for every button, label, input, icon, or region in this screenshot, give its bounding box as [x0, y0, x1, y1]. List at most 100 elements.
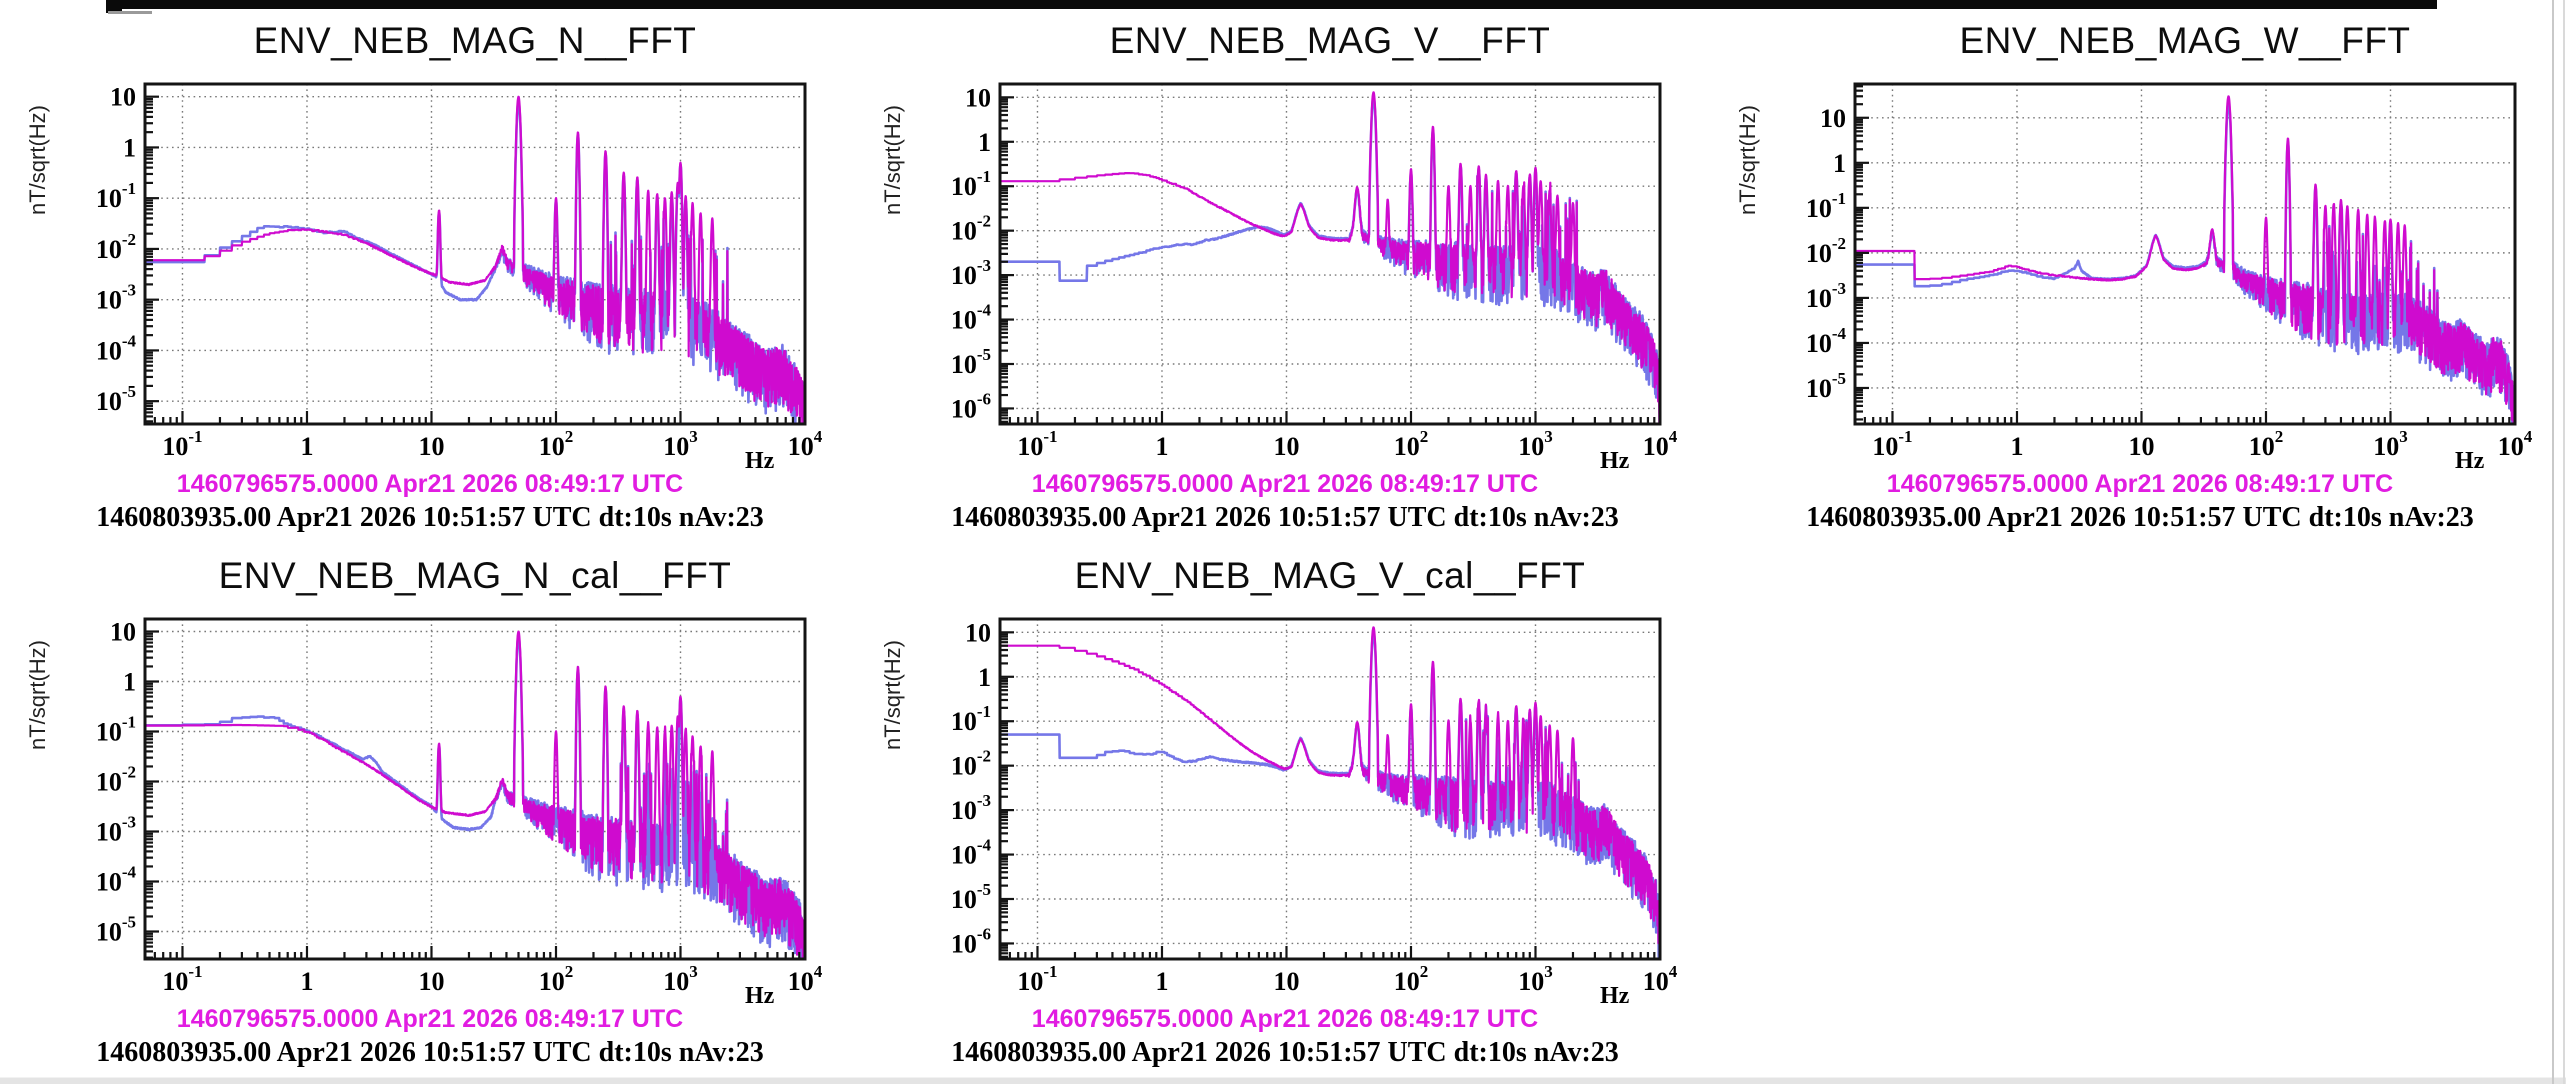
svg-text:10: 10	[418, 432, 444, 461]
svg-text:10-4: 10-4	[1806, 324, 1847, 358]
top-window-edge	[106, 0, 2437, 9]
spectrum-canvas: 10-1 1 10 102 103 104 10 1 10-1 10-2 10-3 10-4 10-5 1…	[951, 82, 1678, 461]
svg-text:10-5: 10-5	[96, 913, 136, 947]
plot-title: ENV_NEB_MAG_V_cal__FFT	[1074, 555, 1586, 596]
svg-text:1: 1	[978, 663, 991, 692]
fft-plot-env-neb-mag-v-cal: ENV_NEB_MAG_V_cal__FFT nT/sqrt(Hz) 10-1 1…	[855, 545, 1710, 1084]
right-window-edge-outer	[2563, 0, 2565, 1084]
svg-text:10-3: 10-3	[96, 281, 136, 315]
svg-text:103: 103	[1518, 427, 1553, 461]
svg-text:10-1: 10-1	[162, 962, 202, 996]
svg-text:104: 104	[788, 427, 823, 461]
svg-text:103: 103	[2373, 427, 2408, 461]
reference-time-label: 1460796575.0000 Apr21 2026 08:49:17 UTC	[1031, 1005, 1539, 1033]
x-axis-unit-label: Hz	[745, 983, 775, 1009]
svg-text:102: 102	[539, 427, 574, 461]
svg-text:10-2: 10-2	[96, 230, 136, 264]
fft-plot-env-neb-mag-w: ENV_NEB_MAG_W__FFT nT/sqrt(Hz) 10-1 1 10 10…	[1710, 10, 2565, 550]
svg-text:1: 1	[1155, 432, 1168, 461]
svg-text:10: 10	[965, 83, 991, 112]
svg-text:10-1: 10-1	[951, 167, 991, 201]
spectrum-canvas: 10-1 1 10 102 103 104 10 1 10-1 10-2 10-3 10-4 10-5	[96, 82, 823, 461]
svg-text:10-4: 10-4	[951, 836, 992, 870]
spectrum-canvas: 10-1 1 10 102 103 104 10 1 10-1 10-2 10-3 10-4 10-5	[96, 617, 823, 996]
current-time-status-label: 1460803935.00 Apr21 2026 10:51:57 UTC dt…	[96, 502, 764, 533]
fft-plot-env-neb-mag-n: ENV_NEB_MAG_N__FFT nT/sqrt(Hz) 10-1 1 10 10…	[0, 10, 855, 550]
svg-text:102: 102	[1394, 962, 1429, 996]
svg-text:103: 103	[663, 962, 698, 996]
svg-text:10-1: 10-1	[1872, 427, 1912, 461]
svg-text:10-2: 10-2	[96, 763, 136, 797]
svg-text:1: 1	[1155, 967, 1168, 996]
svg-text:10: 10	[2128, 432, 2154, 461]
svg-text:10-3: 10-3	[1806, 279, 1846, 313]
svg-text:10-5: 10-5	[96, 382, 136, 416]
svg-text:10-1: 10-1	[96, 179, 136, 213]
bottom-window-strip	[0, 1077, 2566, 1084]
svg-text:103: 103	[663, 427, 698, 461]
svg-text:10-2: 10-2	[951, 747, 991, 781]
fft-plot-env-neb-mag-v: ENV_NEB_MAG_V__FFT nT/sqrt(Hz) 10-1 1 10 10…	[855, 10, 1710, 550]
reference-time-label: 1460796575.0000 Apr21 2026 08:49:17 UTC	[176, 1005, 684, 1033]
svg-text:103: 103	[1518, 962, 1553, 996]
svg-text:10: 10	[1273, 967, 1299, 996]
svg-text:10-3: 10-3	[96, 813, 136, 847]
svg-text:10-3: 10-3	[951, 791, 991, 825]
x-axis-unit-label: Hz	[745, 448, 775, 474]
fft-plot-env-neb-mag-n-cal: ENV_NEB_MAG_N_cal__FFT nT/sqrt(Hz) 10-1 1…	[0, 545, 855, 1084]
svg-text:10-1: 10-1	[162, 427, 202, 461]
plot-title: ENV_NEB_MAG_N_cal__FFT	[218, 555, 732, 596]
plot-title: ENV_NEB_MAG_W__FFT	[1959, 20, 2411, 61]
svg-text:1: 1	[300, 967, 313, 996]
svg-text:1: 1	[123, 668, 136, 697]
svg-text:1: 1	[300, 432, 313, 461]
svg-text:1: 1	[2010, 432, 2023, 461]
svg-text:10-4: 10-4	[951, 301, 992, 335]
svg-text:10-4: 10-4	[96, 331, 137, 365]
svg-text:10-6: 10-6	[951, 389, 991, 423]
svg-text:10-1: 10-1	[1017, 962, 1057, 996]
svg-text:10-2: 10-2	[1806, 234, 1846, 268]
svg-text:10: 10	[1820, 104, 1846, 133]
plot-title: ENV_NEB_MAG_V__FFT	[1109, 20, 1551, 61]
svg-text:10: 10	[965, 618, 991, 647]
top-window-edge-shadow	[108, 11, 152, 14]
current-time-status-label: 1460803935.00 Apr21 2026 10:51:57 UTC dt…	[96, 1037, 764, 1068]
svg-text:1: 1	[978, 128, 991, 157]
svg-text:10-4: 10-4	[96, 863, 137, 897]
svg-text:10-3: 10-3	[951, 256, 991, 290]
top-window-edge-corner	[106, 0, 122, 13]
x-axis-unit-label: Hz	[1600, 983, 1630, 1009]
svg-text:1: 1	[1833, 149, 1846, 178]
reference-time-label: 1460796575.0000 Apr21 2026 08:49:17 UTC	[1031, 470, 1539, 498]
current-time-status-label: 1460803935.00 Apr21 2026 10:51:57 UTC dt…	[951, 502, 1619, 533]
svg-text:10: 10	[110, 618, 136, 647]
svg-text:104: 104	[1643, 962, 1678, 996]
svg-text:10-2: 10-2	[951, 212, 991, 246]
svg-text:10: 10	[1273, 432, 1299, 461]
svg-text:10: 10	[110, 83, 136, 112]
svg-text:10-1: 10-1	[951, 702, 991, 736]
svg-text:102: 102	[2249, 427, 2284, 461]
spectrum-canvas: 10-1 1 10 102 103 104 10 1 10-1 10-2 10-3 10-4 10-5	[1806, 82, 2533, 461]
svg-text:10-5: 10-5	[951, 345, 991, 379]
right-window-edge	[2552, 0, 2554, 1084]
svg-text:10-1: 10-1	[1806, 189, 1846, 223]
svg-text:10-1: 10-1	[1017, 427, 1057, 461]
svg-text:104: 104	[788, 962, 823, 996]
reference-time-label: 1460796575.0000 Apr21 2026 08:49:17 UTC	[176, 470, 684, 498]
svg-text:10: 10	[418, 967, 444, 996]
x-axis-unit-label: Hz	[1600, 448, 1630, 474]
svg-text:10-5: 10-5	[1806, 369, 1846, 403]
x-axis-unit-label: Hz	[2455, 448, 2485, 474]
svg-text:1: 1	[123, 133, 136, 162]
svg-text:10-5: 10-5	[951, 880, 991, 914]
current-time-status-label: 1460803935.00 Apr21 2026 10:51:57 UTC dt…	[951, 1037, 1619, 1068]
svg-text:10-1: 10-1	[96, 713, 136, 747]
svg-text:102: 102	[1394, 427, 1429, 461]
svg-text:104: 104	[1643, 427, 1678, 461]
reference-time-label: 1460796575.0000 Apr21 2026 08:49:17 UTC	[1886, 470, 2394, 498]
svg-text:10-6: 10-6	[951, 924, 991, 958]
svg-text:102: 102	[539, 962, 574, 996]
